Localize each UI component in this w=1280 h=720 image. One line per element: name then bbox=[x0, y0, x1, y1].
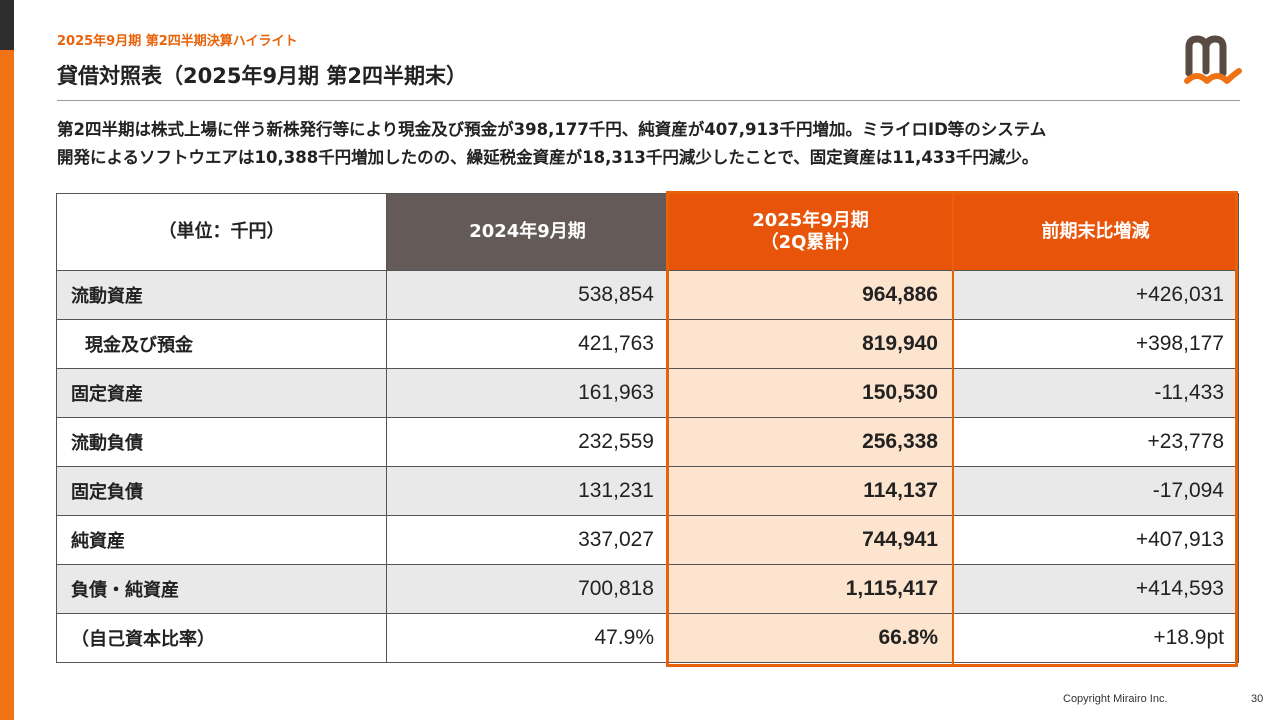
lead-line-2: 開発によるソフトウエアは10,388千円増加したのの、繰延税金資産が18,313… bbox=[57, 148, 1039, 167]
table-header-row: （単位：千円） 2024年9月期 2025年9月期 （2Q累計） 前期末比増減 bbox=[56, 193, 1239, 271]
page-number: 30 bbox=[1251, 693, 1264, 705]
change-value: -11,433 bbox=[952, 368, 1239, 418]
table-row: 流動資産 538,854 964,886 +426,031 bbox=[56, 270, 1239, 320]
row-label: 純資産 bbox=[56, 515, 387, 565]
row-label: 固定負債 bbox=[56, 466, 387, 516]
side-bar-top bbox=[0, 0, 14, 50]
table-row: 純資産 337,027 744,941 +407,913 bbox=[56, 515, 1239, 565]
current-value: 1,115,417 bbox=[668, 564, 953, 614]
header-unit: （単位：千円） bbox=[56, 193, 387, 271]
table-row: 現金及び預金 421,763 819,940 +398,177 bbox=[56, 319, 1239, 369]
table-row: 固定資産 161,963 150,530 -11,433 bbox=[56, 368, 1239, 418]
prev-value: 538,854 bbox=[386, 270, 669, 320]
current-value: 964,886 bbox=[668, 270, 953, 320]
header-prev-period: 2024年9月期 bbox=[386, 193, 669, 271]
current-value: 256,338 bbox=[668, 417, 953, 467]
row-label: 流動負債 bbox=[56, 417, 387, 467]
prev-value: 337,027 bbox=[386, 515, 669, 565]
lead-text: 第2四半期は株式上場に伴う新株発行等により現金及び預金が398,177千円、純資… bbox=[57, 116, 1247, 172]
current-value: 819,940 bbox=[668, 319, 953, 369]
prev-value: 700,818 bbox=[386, 564, 669, 614]
change-value: -17,094 bbox=[952, 466, 1239, 516]
row-label: 流動資産 bbox=[56, 270, 387, 320]
copyright-text: Copyright Mirairo Inc. bbox=[1063, 693, 1168, 705]
lead-line-1: 第2四半期は株式上場に伴う新株発行等により現金及び預金が398,177千円、純資… bbox=[57, 120, 1047, 139]
prev-value: 421,763 bbox=[386, 319, 669, 369]
row-label: 現金及び預金 bbox=[56, 319, 387, 369]
current-value: 114,137 bbox=[668, 466, 953, 516]
prev-value: 131,231 bbox=[386, 466, 669, 516]
prev-value: 161,963 bbox=[386, 368, 669, 418]
table-row: 固定負債 131,231 114,137 -17,094 bbox=[56, 466, 1239, 516]
row-label: 固定資産 bbox=[56, 368, 387, 418]
change-value: +414,593 bbox=[952, 564, 1239, 614]
prev-value: 47.9% bbox=[386, 613, 669, 663]
table-row: 負債・純資産 700,818 1,115,417 +414,593 bbox=[56, 564, 1239, 614]
header-change: 前期末比増減 bbox=[952, 193, 1239, 271]
table-row: 流動負債 232,559 256,338 +23,778 bbox=[56, 417, 1239, 467]
table-row: （自己資本比率） 47.9% 66.8% +18.9pt bbox=[56, 613, 1239, 663]
slide-title: 貸借対照表（2025年9月期 第2四半期末） bbox=[57, 64, 467, 88]
mirairo-logo-icon bbox=[1184, 35, 1242, 84]
change-value: +23,778 bbox=[952, 417, 1239, 467]
current-value: 66.8% bbox=[668, 613, 953, 663]
title-divider bbox=[57, 100, 1240, 101]
header-current-line2: （2Q累計） bbox=[760, 232, 861, 253]
change-value: +407,913 bbox=[952, 515, 1239, 565]
slide-subtitle: 2025年9月期 第2四半期決算ハイライト bbox=[57, 34, 298, 49]
row-label: （自己資本比率） bbox=[56, 613, 387, 663]
header-current-period: 2025年9月期 （2Q累計） bbox=[668, 193, 953, 271]
change-value: +18.9pt bbox=[952, 613, 1239, 663]
current-value: 744,941 bbox=[668, 515, 953, 565]
row-label: 負債・純資産 bbox=[56, 564, 387, 614]
change-value: +398,177 bbox=[952, 319, 1239, 369]
current-value: 150,530 bbox=[668, 368, 953, 418]
prev-value: 232,559 bbox=[386, 417, 669, 467]
change-value: +426,031 bbox=[952, 270, 1239, 320]
header-current-line1: 2025年9月期 bbox=[752, 210, 869, 231]
balance-sheet-table: （単位：千円） 2024年9月期 2025年9月期 （2Q累計） 前期末比増減 … bbox=[56, 193, 1239, 663]
side-accent-bar bbox=[0, 50, 14, 720]
